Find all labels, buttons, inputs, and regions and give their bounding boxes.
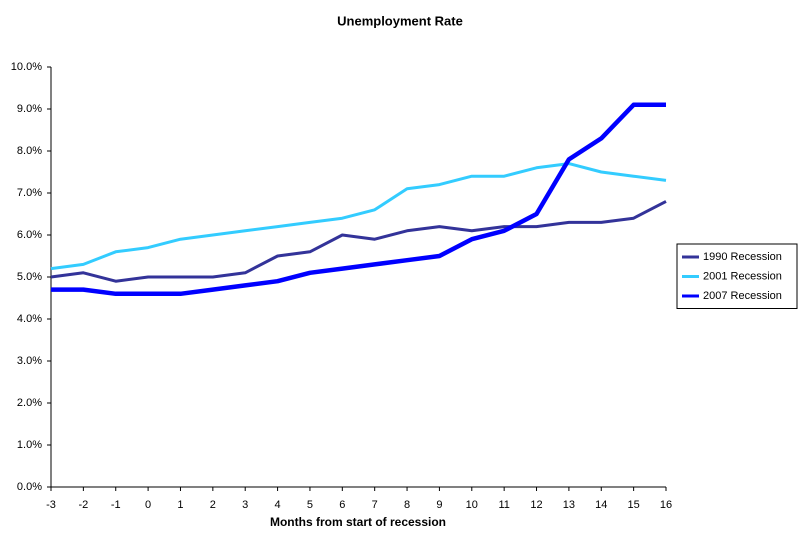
x-tick-label: 6 [339, 499, 345, 511]
x-tick-label: -2 [78, 499, 88, 511]
x-tick-label: 10 [466, 499, 478, 511]
x-tick-label: 13 [563, 499, 575, 511]
legend-label: 2001 Recession [703, 270, 782, 282]
x-axis-label: Months from start of recession [270, 515, 446, 529]
x-tick-label: 11 [498, 499, 509, 511]
y-tick-label: 1.0% [17, 439, 42, 451]
x-tick-label: 0 [145, 499, 151, 511]
y-tick-label: 9.0% [17, 103, 42, 115]
legend-label: 2007 Recession [703, 290, 782, 302]
y-tick-label: 7.0% [17, 187, 42, 199]
y-tick-label: 5.0% [17, 271, 42, 283]
x-tick-label: 1 [177, 499, 183, 511]
chart-title: Unemployment Rate [337, 13, 463, 28]
x-tick-label: 16 [660, 499, 672, 511]
x-tick-label: 15 [628, 499, 640, 511]
y-tick-label: 3.0% [17, 355, 42, 367]
series-line [51, 102, 666, 297]
x-tick-label: 8 [404, 499, 410, 511]
x-tick-label: 9 [436, 499, 442, 511]
series-line [50, 200, 667, 283]
y-tick-label: 10.0% [11, 61, 42, 73]
x-tick-label: -3 [46, 499, 56, 511]
y-tick-label: 6.0% [17, 229, 42, 241]
y-tick-label: 8.0% [17, 145, 42, 157]
x-tick-label: 7 [372, 499, 378, 511]
y-tick-label: 0.0% [17, 481, 42, 493]
x-tick-label: -1 [111, 499, 121, 511]
legend-label: 1990 Recession [703, 251, 782, 263]
x-tick-label: 4 [275, 499, 281, 511]
x-tick-label: 2 [210, 499, 216, 511]
x-tick-label: 14 [595, 499, 607, 511]
x-tick-label: 3 [242, 499, 248, 511]
y-tick-label: 4.0% [17, 313, 42, 325]
series-line [50, 162, 667, 271]
y-tick-label: 2.0% [17, 397, 42, 409]
x-tick-label: 12 [530, 499, 542, 511]
x-tick-label: 5 [307, 499, 313, 511]
